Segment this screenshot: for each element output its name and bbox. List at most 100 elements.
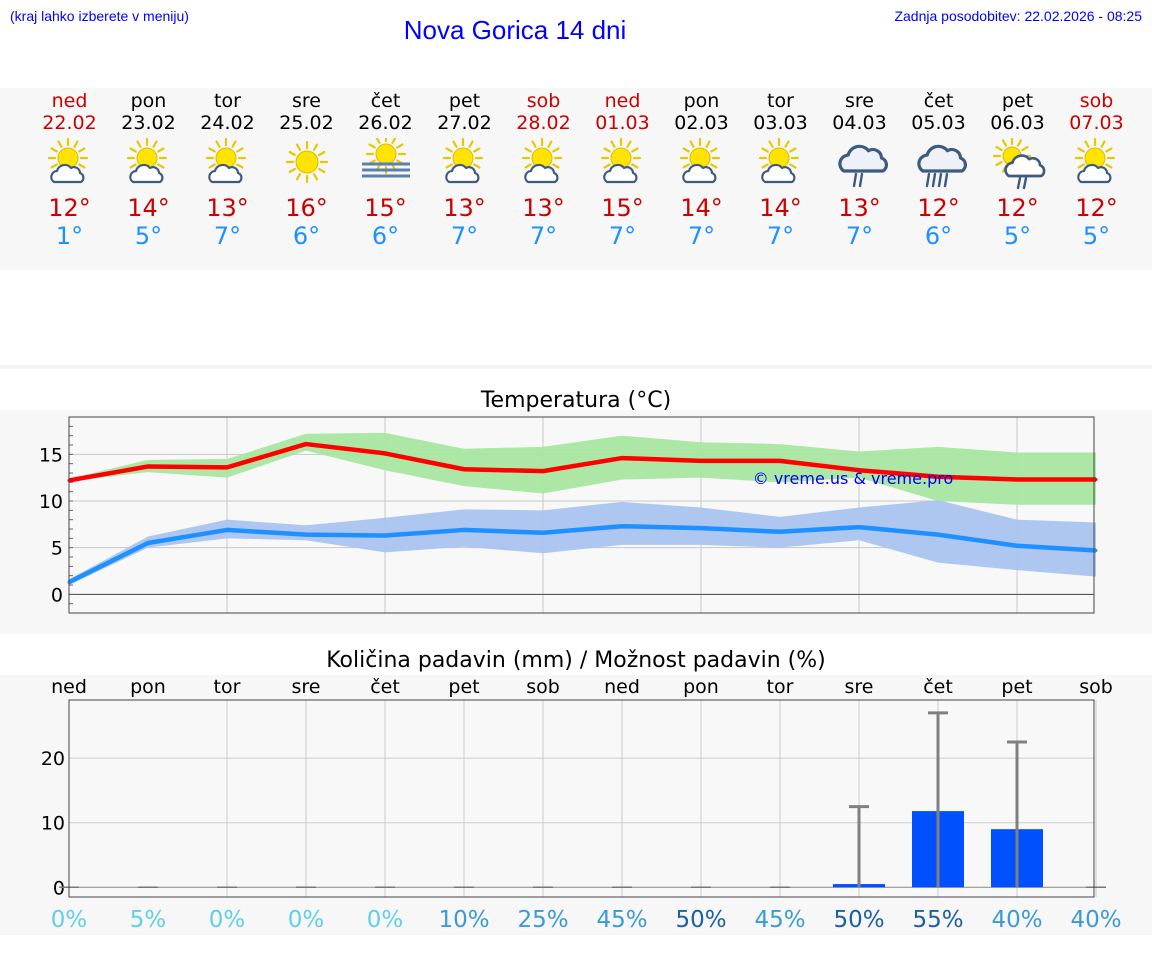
precip-probability: 25% [517,907,568,933]
precip-probability: 55% [912,907,963,933]
temp-min: 1° [55,222,84,250]
day-name: sre [845,90,874,112]
precip-probability: 50% [675,907,726,933]
day-name: sob [1079,90,1114,112]
precip-probability: 40% [991,907,1042,933]
sun-cloud-rain-icon [992,138,1045,190]
day-column: tor 03.03 14° 7° [741,88,820,270]
day-date: 27.02 [437,112,492,134]
day-column: čet 05.03 12° 6° [899,88,978,270]
min-temp-line-point [225,528,229,532]
max-temp-line-point [857,468,861,472]
temp-max: 12° [996,194,1039,222]
day-date: 07.03 [1069,112,1124,134]
max-temp-line [68,441,1096,483]
min-temp-line-point [699,526,703,530]
day-date: 01.03 [595,112,650,134]
day-column: pet 06.03 12° 5° [978,88,1057,270]
x-category-label: sre [845,676,874,698]
x-category-label: sre [292,676,321,698]
x-category-label: pet [1001,676,1032,698]
day-name: čet [370,90,401,112]
day-column: ned 01.03 15° 7° [583,88,662,270]
temp-max: 14° [680,194,723,222]
day-date: 26.02 [358,112,413,134]
precip-probability: 50% [833,907,884,933]
max-temp-line-point [1094,478,1098,482]
min-temp-line-point [462,528,466,532]
day-name: pet [1001,90,1034,112]
sun-cloud-icon [205,138,246,184]
day-name: ned [604,90,641,112]
region-hint: (kraj lahko izberete v meniju) [10,8,189,24]
min-temp-line-point [1015,544,1019,548]
temp-max: 13° [443,194,486,222]
day-name: sre [292,90,321,112]
min-temp-line-point [857,525,861,529]
day-column: sre 04.03 13° 7° [820,88,899,270]
temp-min: 6° [371,222,400,250]
min-temp-line-point [620,524,624,528]
temp-min: 6° [292,222,321,250]
day-date: 25.02 [279,112,334,134]
y-tick-label: 15 [39,444,63,466]
temp-min: 6° [924,222,953,250]
precip-probability: 40% [1070,907,1121,933]
x-category-label: sob [526,676,560,698]
plot-frame [68,699,1095,898]
day-column: sre 25.02 16° 6° [267,88,346,270]
min-range-band [69,500,1096,585]
page-title: Nova Gorica 14 dni [403,15,627,45]
day-date: 22.02 [42,112,97,134]
temp-min: 7° [687,222,716,250]
temp-max: 14° [759,194,802,222]
precip-probability: 10% [438,907,489,933]
watermark: © vreme.us & vreme.pro [753,469,954,488]
min-temp-line-point [304,533,308,537]
temp-max: 14° [127,194,170,222]
max-temp-line-point [778,459,782,463]
day-column: pon 02.03 14° 7° [662,88,741,270]
x-category-label: tor [767,676,794,698]
precip-probability: 0% [288,907,325,933]
min-temp-line-point [541,531,545,535]
day-date: 24.02 [200,112,255,134]
max-temp-line-point [541,469,545,473]
temp-max: 16° [285,194,328,222]
temp-max: 13° [522,194,565,222]
day-name: sob [526,90,561,112]
max-temp-line-point [383,451,387,455]
day-name: pon [130,90,167,112]
temperature-chart: 0 5 10 15 © vreme.us & vreme.pro [39,416,1098,614]
temp-max: 13° [206,194,249,222]
temp-min: 5° [1003,222,1032,250]
daily-forecast-strip: ned 22.02 12° 1° pon 23.02 14° 5° tor 24.02 13° 7° s… [0,88,1152,270]
x-category-label: pon [683,676,719,698]
x-category-label: čet [923,676,953,698]
divider [0,365,1152,369]
min-temp-line [67,523,1097,585]
y-tick-label: 5 [51,538,63,560]
precip-probability: 0% [367,907,404,933]
day-name: tor [214,90,241,112]
x-category-label: sob [1079,676,1113,698]
precip-probability: 0% [209,907,246,933]
temp-min: 5° [134,222,163,250]
cloud-heavy-rain-icon [916,144,967,188]
temp-min: 7° [608,222,637,250]
day-name: ned [51,90,88,112]
x-category-label: ned [51,676,87,698]
sun-cloud-icon [600,138,641,184]
day-date: 28.02 [516,112,571,134]
min-temp-line-point [936,533,940,537]
y-tick-label: 20 [41,748,65,770]
temp-min: 5° [1082,222,1111,250]
min-temp-line-point [1094,548,1098,552]
max-temp-line-point [1015,478,1019,482]
y-tick-label: 0 [51,584,63,606]
temp-max: 15° [601,194,644,222]
precip-probability: 0% [51,907,88,933]
precip-probability: 5% [130,907,167,933]
day-date: 05.03 [911,112,966,134]
day-date: 03.03 [753,112,808,134]
